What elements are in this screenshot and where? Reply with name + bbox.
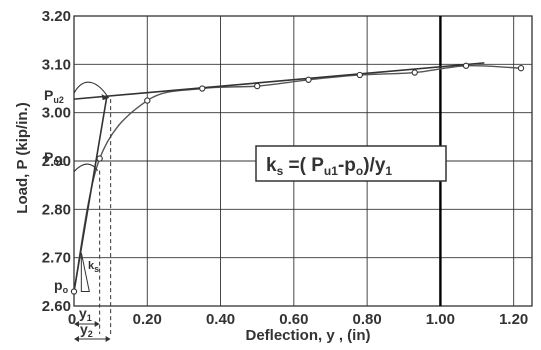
y2-dimension-arrow-head-left <box>74 336 79 342</box>
formula-box: ks =( Pu1-po)/y1 <box>255 145 447 182</box>
pu1-label: Pu1 <box>44 149 64 167</box>
tick-labels: 2.60 2.70 2.80 2.90 3.00 3.10 3.20 0.20 0.40 0.60… <box>42 8 528 328</box>
data-point <box>254 82 261 90</box>
x-tick-label: 1.20 <box>499 311 528 328</box>
y-tick-label: 3.10 <box>42 56 71 73</box>
data-point <box>517 65 525 72</box>
data-point <box>199 85 206 92</box>
y-tick-label: 3.20 <box>42 8 71 25</box>
x-tick-label: 0 <box>68 311 76 328</box>
x-tick-label: 0.60 <box>279 311 308 328</box>
data-point <box>356 71 363 79</box>
pu2-leader <box>73 81 110 99</box>
x-tick-label: 0.80 <box>353 311 382 328</box>
data-point <box>70 288 78 295</box>
y-axis-title: Load, P (kip/in.) <box>14 102 31 213</box>
p0-label: po <box>54 277 69 295</box>
y-tick-label: 2.80 <box>42 201 71 218</box>
y2-label: y2 <box>80 321 93 339</box>
pu2-label: Pu2 <box>44 87 64 105</box>
plot-area <box>70 62 525 342</box>
linear-fit-line <box>73 62 485 100</box>
y-tick-label: 2.90 <box>42 153 71 170</box>
formula-box-border <box>255 145 447 182</box>
data-point <box>96 155 103 162</box>
formula-text: ks =( Pu1-po)/y1 <box>266 155 392 178</box>
data-point <box>305 76 312 83</box>
data-point <box>462 62 470 69</box>
y2-dimension-arrow-head-right <box>105 336 111 342</box>
pu1-leader <box>73 163 99 173</box>
y-tick-label: 2.60 <box>42 298 71 315</box>
y1-label: y1 <box>79 305 92 323</box>
data-point <box>411 69 418 76</box>
y-tick-label: 2.70 <box>42 250 71 267</box>
x-axis-title: Deflection, y , (in) <box>245 327 370 344</box>
x-tick-label: 1.00 <box>426 311 455 328</box>
tangent-line <box>73 95 108 292</box>
y1-dimension-arrow-head-right <box>94 321 100 327</box>
pu2-leader-head <box>101 94 109 101</box>
grid-lines <box>73 15 533 307</box>
y-tick-label: 3.00 <box>42 105 71 122</box>
plot-frame <box>73 15 533 307</box>
data-point <box>144 97 151 104</box>
ks-slope-triangle <box>80 252 90 292</box>
ks-label: ks <box>88 260 99 274</box>
load-deflection-curve <box>73 64 522 292</box>
y1-dimension-arrow-head-left <box>74 321 79 327</box>
x-tick-label: 0.20 <box>133 311 162 328</box>
x-tick-label: 0.40 <box>206 311 235 328</box>
